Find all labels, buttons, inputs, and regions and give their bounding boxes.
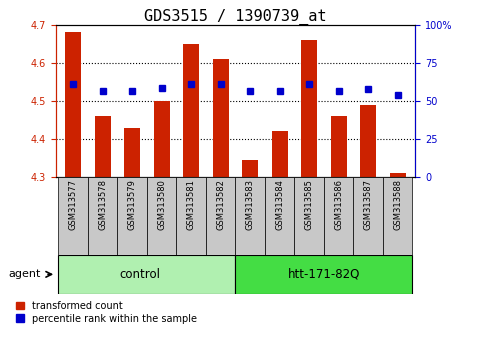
Bar — [95, 116, 111, 177]
Text: GSM313582: GSM313582 — [216, 179, 225, 230]
Text: GSM313578: GSM313578 — [98, 179, 107, 230]
Bar — [124, 127, 141, 177]
Text: control: control — [119, 268, 160, 281]
Bar — [236, 177, 265, 255]
Bar — [206, 177, 236, 255]
Text: htt-171-82Q: htt-171-82Q — [288, 268, 360, 281]
Bar — [58, 177, 88, 255]
Text: GSM313577: GSM313577 — [69, 179, 78, 230]
Text: GSM313587: GSM313587 — [364, 179, 373, 230]
Title: GDS3515 / 1390739_at: GDS3515 / 1390739_at — [144, 8, 327, 25]
Bar — [58, 255, 236, 294]
Bar — [147, 177, 176, 255]
Bar — [324, 177, 354, 255]
Bar — [271, 131, 288, 177]
Bar — [154, 101, 170, 177]
Bar — [265, 177, 295, 255]
Text: GSM313580: GSM313580 — [157, 179, 166, 230]
Bar — [183, 44, 199, 177]
Bar — [176, 177, 206, 255]
Text: GSM313585: GSM313585 — [305, 179, 313, 230]
Bar — [242, 160, 258, 177]
Text: GSM313579: GSM313579 — [128, 179, 137, 230]
Bar — [330, 116, 347, 177]
Bar — [295, 177, 324, 255]
Bar — [301, 40, 317, 177]
Text: GSM313584: GSM313584 — [275, 179, 284, 230]
Legend: transformed count, percentile rank within the sample: transformed count, percentile rank withi… — [14, 299, 199, 325]
Bar — [236, 255, 412, 294]
Text: GSM313588: GSM313588 — [393, 179, 402, 230]
Text: GSM313581: GSM313581 — [187, 179, 196, 230]
Text: GSM313583: GSM313583 — [246, 179, 255, 230]
Bar — [383, 177, 412, 255]
Bar — [88, 177, 117, 255]
Text: agent: agent — [8, 269, 41, 279]
Text: GSM313586: GSM313586 — [334, 179, 343, 230]
Bar — [390, 173, 406, 177]
Bar — [213, 59, 229, 177]
Bar — [360, 105, 376, 177]
Bar — [117, 177, 147, 255]
Bar — [65, 32, 81, 177]
Bar — [354, 177, 383, 255]
